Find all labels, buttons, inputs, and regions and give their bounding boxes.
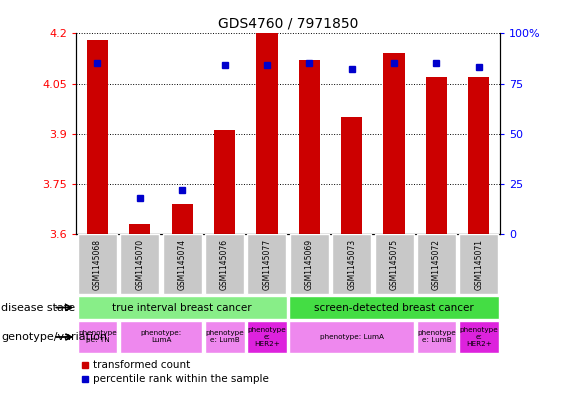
Bar bbox=[172, 204, 193, 234]
Bar bbox=[87, 40, 108, 234]
Bar bbox=[426, 77, 447, 234]
Text: true interval breast cancer: true interval breast cancer bbox=[112, 303, 252, 312]
Bar bbox=[77, 321, 118, 353]
Bar bbox=[384, 53, 405, 234]
Bar bbox=[332, 235, 371, 294]
Text: phenotype
pe: TN: phenotype pe: TN bbox=[78, 331, 117, 343]
Bar bbox=[459, 235, 498, 294]
Text: phenotype: LumA: phenotype: LumA bbox=[320, 334, 384, 340]
Text: GSM1145073: GSM1145073 bbox=[347, 239, 356, 290]
Bar bbox=[120, 235, 159, 294]
Text: percentile rank within the sample: percentile rank within the sample bbox=[93, 374, 269, 384]
Title: GDS4760 / 7971850: GDS4760 / 7971850 bbox=[218, 17, 358, 31]
Bar bbox=[257, 33, 277, 234]
Bar bbox=[247, 321, 287, 353]
Bar bbox=[290, 235, 329, 294]
Bar bbox=[247, 235, 286, 294]
Text: genotype/variation: genotype/variation bbox=[1, 332, 107, 342]
Text: disease state: disease state bbox=[1, 303, 75, 312]
Bar bbox=[78, 235, 117, 294]
Text: phenotype
e:
HER2+: phenotype e: HER2+ bbox=[247, 327, 286, 347]
Text: GSM1145076: GSM1145076 bbox=[220, 239, 229, 290]
Bar bbox=[129, 224, 150, 234]
Bar bbox=[205, 321, 245, 353]
Text: GSM1145075: GSM1145075 bbox=[390, 239, 398, 290]
Text: transformed count: transformed count bbox=[93, 360, 190, 370]
Bar bbox=[375, 235, 414, 294]
Bar bbox=[416, 321, 457, 353]
Bar bbox=[163, 235, 202, 294]
Bar bbox=[289, 296, 499, 319]
Text: phenotype
e:
HER2+: phenotype e: HER2+ bbox=[459, 327, 498, 347]
Text: GSM1145072: GSM1145072 bbox=[432, 239, 441, 290]
Bar bbox=[417, 235, 456, 294]
Text: GSM1145068: GSM1145068 bbox=[93, 239, 102, 290]
Bar bbox=[459, 321, 499, 353]
Text: GSM1145071: GSM1145071 bbox=[475, 239, 483, 290]
Bar bbox=[205, 235, 244, 294]
Bar bbox=[120, 321, 202, 353]
Text: phenotype:
LumA: phenotype: LumA bbox=[140, 331, 182, 343]
Text: GSM1145077: GSM1145077 bbox=[263, 239, 271, 290]
Bar bbox=[289, 321, 414, 353]
Bar bbox=[299, 60, 320, 234]
Bar bbox=[214, 130, 235, 234]
Bar bbox=[341, 117, 362, 234]
Text: screen-detected breast cancer: screen-detected breast cancer bbox=[314, 303, 474, 312]
Bar bbox=[77, 296, 287, 319]
Text: phenotype
e: LumB: phenotype e: LumB bbox=[205, 331, 244, 343]
Text: GSM1145074: GSM1145074 bbox=[178, 239, 186, 290]
Bar bbox=[468, 77, 489, 234]
Text: GSM1145069: GSM1145069 bbox=[305, 239, 314, 290]
Text: GSM1145070: GSM1145070 bbox=[136, 239, 144, 290]
Text: phenotype
e: LumB: phenotype e: LumB bbox=[417, 331, 456, 343]
